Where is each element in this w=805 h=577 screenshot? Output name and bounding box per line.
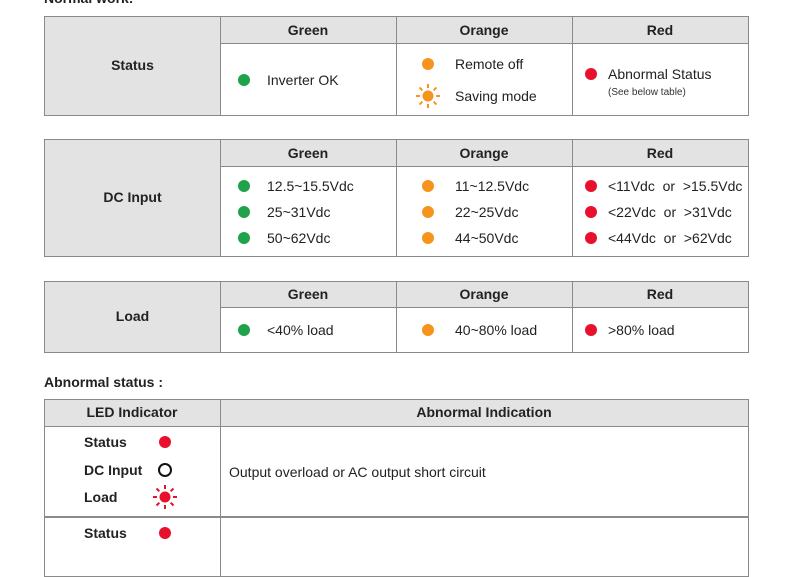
icon [585, 67, 597, 80]
indication-text: Output overload or AC output short circu… [229, 463, 486, 480]
led-icon [415, 317, 441, 343]
content-cell [220, 517, 749, 577]
led-icon [231, 67, 257, 93]
row-label: DC Input [103, 189, 162, 205]
icon [159, 436, 171, 448]
icon [585, 205, 597, 218]
row-label: Load [115, 308, 150, 324]
led-icon [415, 83, 441, 109]
led-icon [152, 520, 178, 546]
icon [238, 324, 250, 336]
icon [422, 205, 434, 218]
header-text: Red [646, 144, 674, 161]
led-icon [231, 317, 257, 343]
label-cell [44, 139, 221, 257]
content-cell [44, 517, 221, 577]
led-icon [152, 484, 178, 510]
item-text: <11Vdc or >15.5Vdc [608, 177, 743, 194]
icon [585, 324, 597, 336]
item-text: 22~25Vdc [455, 203, 519, 220]
led-icon [415, 225, 441, 251]
header-text: Orange [459, 286, 509, 302]
header-cell [572, 281, 749, 308]
page: Normal work: Status Green Orange Red Inverter… [44, 0, 749, 577]
led-icon [578, 199, 604, 225]
content-cell [572, 166, 749, 257]
header-text: Red [646, 21, 674, 38]
item-text: Inverter OK [267, 71, 339, 88]
icon [158, 462, 172, 477]
header-text: Red [646, 286, 674, 302]
content-cell [572, 43, 749, 116]
label-cell [44, 16, 221, 116]
item-text: 40~80% load [455, 322, 538, 338]
item-text: 11~12.5Vdc [455, 177, 530, 194]
icon [416, 83, 440, 108]
header-text: Green [287, 144, 329, 161]
icon [238, 231, 250, 244]
led-icon [152, 457, 178, 483]
indicator-label: Load [84, 489, 118, 505]
label-cell [44, 281, 221, 353]
content-cell [220, 426, 749, 517]
led-icon [578, 225, 604, 251]
icon [238, 179, 250, 192]
led-icon [231, 173, 257, 199]
icon [422, 231, 434, 244]
item-text: <40% load [267, 322, 334, 338]
icon [585, 231, 597, 244]
item-text: 44~50Vdc [455, 229, 519, 246]
item-text: Remote off [455, 55, 524, 72]
indicator-label: Status [84, 434, 127, 450]
icon [238, 73, 250, 86]
icon [238, 205, 250, 218]
icon [159, 527, 171, 539]
item-text: 25~31Vdc [267, 203, 331, 220]
indicator-label: DC Input [84, 461, 143, 478]
led-icon [231, 199, 257, 225]
led-icon [231, 225, 257, 251]
header-cell [396, 139, 573, 167]
icon [422, 324, 434, 336]
item-note: (See below table) [608, 86, 686, 98]
item-text: <22Vdc or >31Vdc [608, 203, 732, 220]
item-text: Saving mode [455, 87, 537, 104]
content-cell [572, 307, 749, 353]
icon [422, 179, 434, 192]
item-text: <44Vdc or >62Vdc [608, 229, 732, 246]
icon [153, 485, 177, 509]
header-text: LED Indicator [86, 404, 178, 420]
header-text: Orange [459, 21, 509, 38]
section-title: Normal work: [44, 0, 133, 6]
item-text: Abnormal Status [608, 65, 712, 82]
item-text: 12.5~15.5Vdc [267, 177, 354, 194]
item-text: 50~62Vdc [267, 229, 331, 246]
icon [585, 179, 597, 192]
header-text: Orange [459, 144, 509, 161]
led-icon [578, 61, 604, 87]
header-text: Green [287, 21, 329, 38]
item-text: >80% load [608, 322, 675, 338]
led-icon [578, 317, 604, 343]
led-icon [415, 173, 441, 199]
led-icon [152, 429, 178, 455]
led-icon [415, 199, 441, 225]
header-text: Abnormal Indication [416, 404, 552, 420]
icon [422, 57, 434, 70]
header-cell [396, 281, 573, 308]
indicator-label: Status [84, 525, 127, 541]
header-text: Green [287, 286, 329, 302]
led-icon [415, 51, 441, 77]
led-icon [578, 173, 604, 199]
row-label: Status [111, 57, 154, 73]
section-title: Abnormal status : [44, 374, 164, 390]
